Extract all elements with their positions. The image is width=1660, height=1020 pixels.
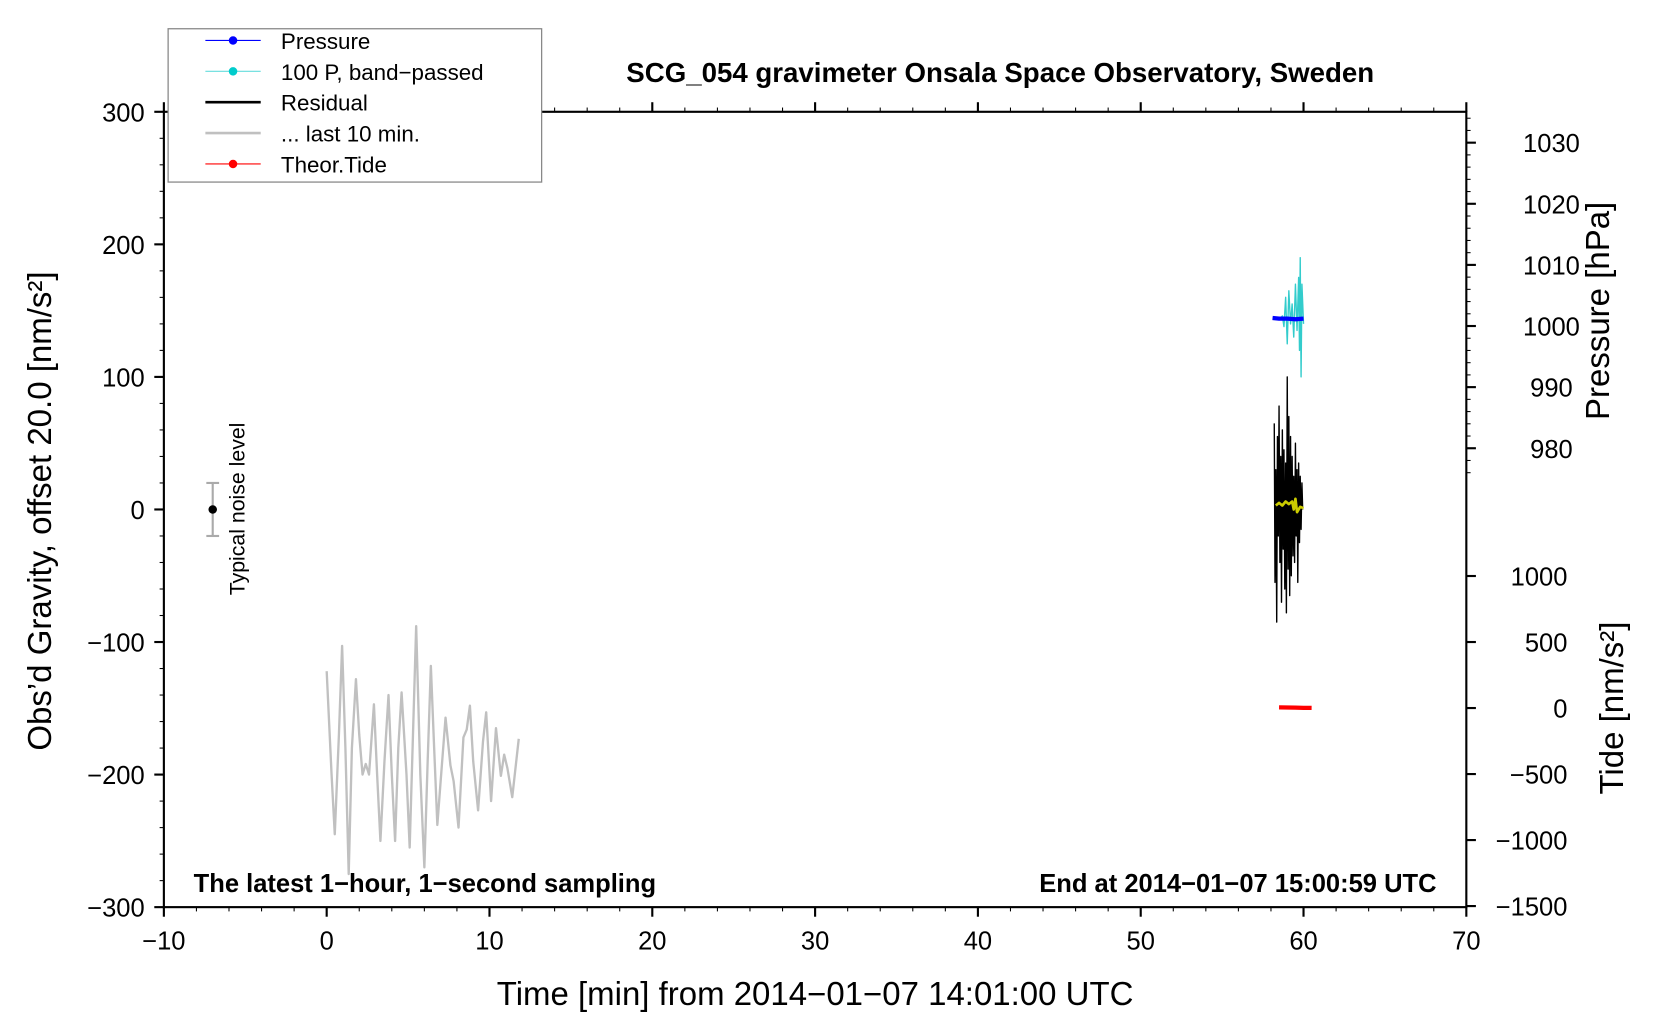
y-tick-label: 200 [102, 232, 145, 260]
x-tick-label: 60 [1289, 928, 1317, 956]
y-axis-label-tide: Tide [nm/s²] [1593, 622, 1630, 795]
legend: Pressure 100 P, band−passed Residual ... la… [167, 28, 543, 183]
legend-label: 100 P, band−passed [281, 60, 484, 85]
legend-item: Pressure [205, 29, 370, 54]
tide-tick-label: −1000 [1496, 828, 1568, 856]
legend-marker-icon [228, 159, 238, 169]
tide-tick-label: −500 [1510, 762, 1567, 790]
pressure-tick-label: 1030 [1523, 130, 1580, 158]
legend-label: ... last 10 min. [281, 122, 420, 147]
x-axis-label: Time [min] from 2014−01−07 14:01:00 UTC [497, 975, 1134, 1012]
legend-item: Theor.Tide [205, 152, 387, 177]
y-tick-label: −100 [87, 630, 144, 658]
y-tick-label: 100 [102, 364, 145, 392]
legend-marker-icon [228, 36, 238, 45]
pressure-tick-label: 1020 [1523, 191, 1580, 219]
x-tick-label: 40 [964, 928, 992, 956]
series-residual-smoothed- [1275, 497, 1305, 514]
y-axis-label-left: Obs’d Gravity, offset 20.0 [nm/s²] [21, 271, 58, 750]
series-residual [1273, 376, 1304, 623]
y-tick-label: −300 [87, 895, 144, 923]
legend-label: Pressure [281, 29, 370, 54]
tide-tick-label: 0 [1553, 696, 1567, 724]
plot-frame [162, 110, 1468, 909]
noise-level-bar [206, 481, 220, 538]
legend-box [167, 28, 543, 183]
pressure-tick-label: 1010 [1523, 252, 1580, 280]
x-tick-label: 20 [638, 928, 666, 956]
x-tick-label: 70 [1452, 928, 1480, 956]
legend-label: Residual [281, 91, 368, 116]
noise-level-label: Typical noise level [226, 423, 250, 596]
tide-tick-label: 1000 [1511, 564, 1568, 592]
pressure-tick-label: 1000 [1523, 314, 1580, 342]
x-tick-label: 10 [475, 928, 503, 956]
legend-item: Residual [205, 91, 368, 116]
y-axis-label-pressure: Pressure [hPa] [1579, 202, 1616, 420]
noise-bar-dot [208, 505, 217, 514]
y-tick-label: −200 [87, 762, 144, 790]
x-tick-label: 50 [1127, 928, 1155, 956]
series--last-10-min- [325, 624, 520, 876]
x-tick-label: −10 [142, 928, 185, 956]
y-tick-label: 0 [131, 497, 145, 525]
pressure-tick-label: 980 [1530, 436, 1573, 464]
x-tick-label: 0 [320, 928, 334, 956]
tide-tick-label: 500 [1525, 630, 1568, 658]
series-theor-tide [1279, 705, 1312, 711]
y-tick-label: 300 [102, 99, 145, 127]
legend-marker-icon [228, 67, 238, 76]
annotation-right: End at 2014−01−07 15:00:59 UTC [1039, 870, 1436, 898]
tide-tick-label: −1500 [1496, 894, 1568, 922]
x-tick-label: 30 [801, 928, 829, 956]
annotation-left: The latest 1−hour, 1−second sampling [194, 870, 656, 898]
chart-title: SCG_054 gravimeter Onsala Space Observat… [626, 57, 1374, 88]
series-pressure [1272, 315, 1304, 322]
legend-label: Theor.Tide [281, 152, 387, 177]
pressure-tick-label: 990 [1530, 375, 1573, 403]
legend-item: ... last 10 min. [205, 122, 420, 147]
legend-item: 100 P, band−passed [205, 60, 484, 85]
series-100-p-band-passed [1272, 256, 1305, 378]
